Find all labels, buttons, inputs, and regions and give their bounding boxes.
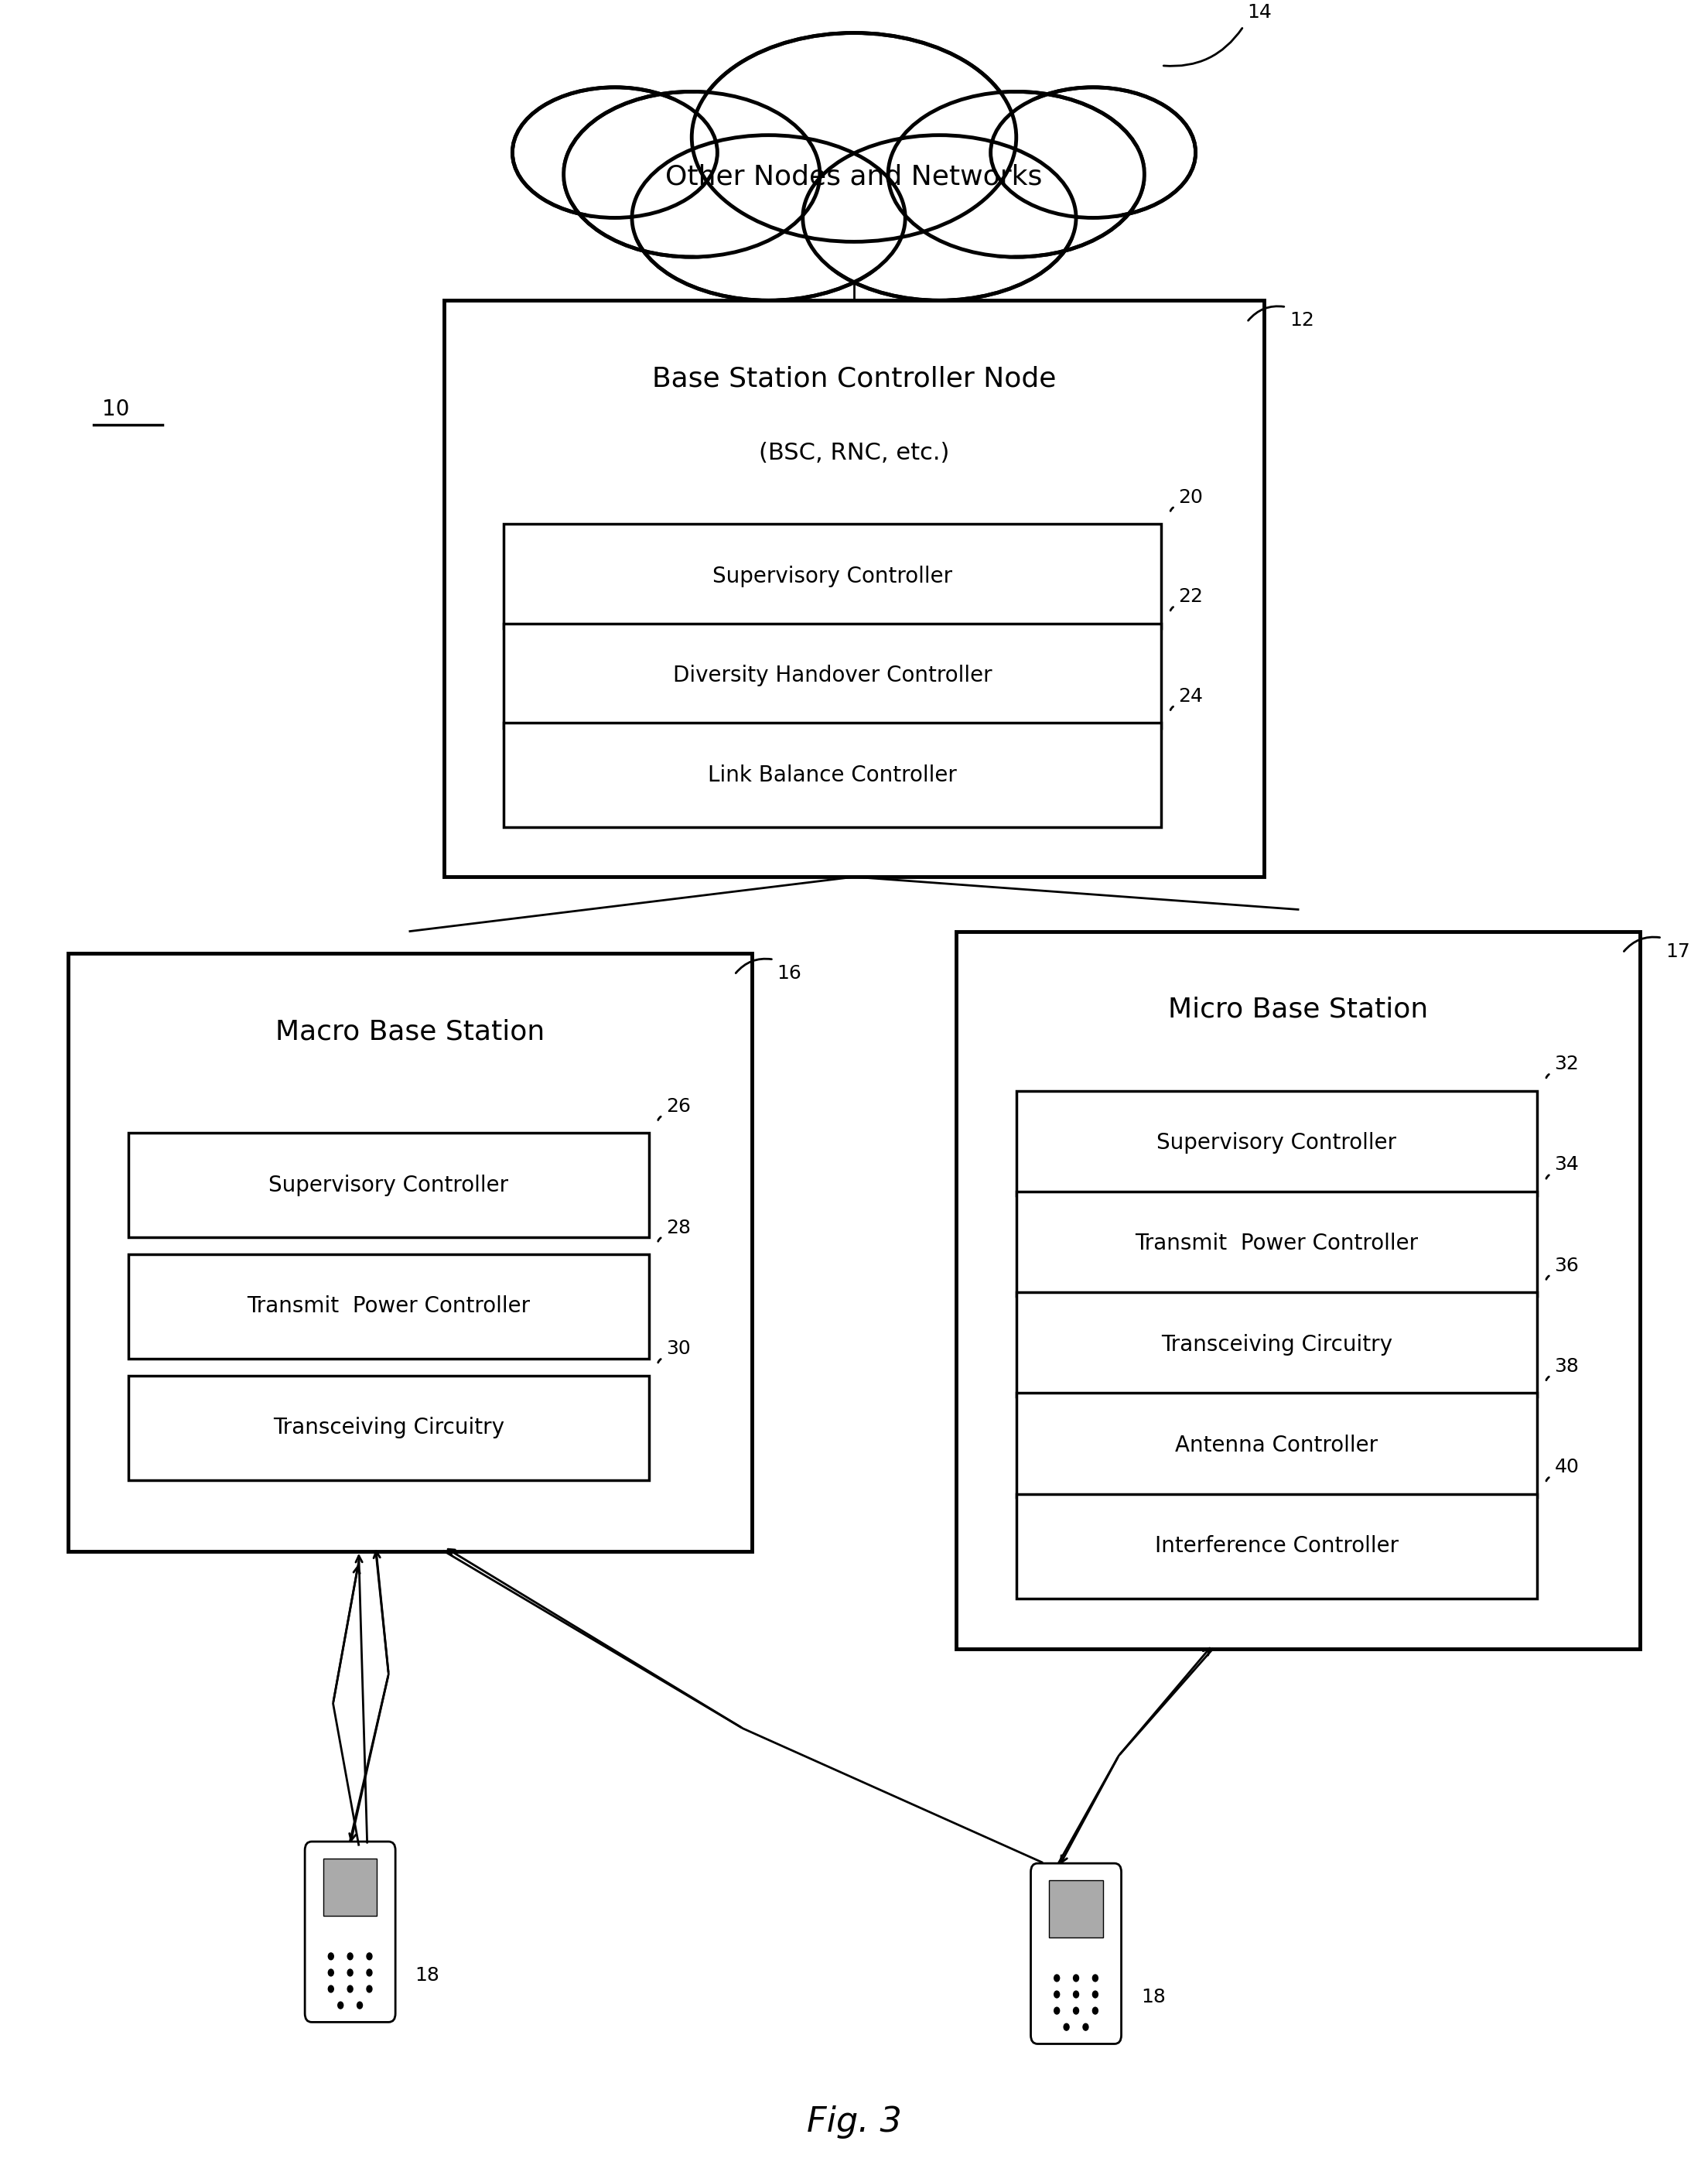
Text: Supervisory Controller: Supervisory Controller xyxy=(1156,1132,1397,1154)
FancyBboxPatch shape xyxy=(304,1842,395,2023)
Text: Transceiving Circuitry: Transceiving Circuitry xyxy=(1161,1333,1392,1355)
Ellipse shape xyxy=(803,135,1076,301)
Text: 26: 26 xyxy=(666,1098,690,1115)
FancyBboxPatch shape xyxy=(956,932,1640,1650)
Text: 36: 36 xyxy=(1554,1257,1578,1274)
Text: Diversity Handover Controller: Diversity Handover Controller xyxy=(673,666,992,687)
Ellipse shape xyxy=(512,87,717,218)
Text: Base Station Controller Node: Base Station Controller Node xyxy=(652,367,1056,393)
Text: Supervisory Controller: Supervisory Controller xyxy=(712,565,953,587)
Text: 17: 17 xyxy=(1665,943,1689,960)
Text: 38: 38 xyxy=(1554,1357,1578,1375)
Text: 22: 22 xyxy=(1179,587,1202,607)
Circle shape xyxy=(1054,2007,1059,2014)
Text: Interference Controller: Interference Controller xyxy=(1155,1536,1399,1558)
Circle shape xyxy=(1064,2023,1069,2031)
Text: Transceiving Circuitry: Transceiving Circuitry xyxy=(273,1416,504,1438)
Text: 14: 14 xyxy=(1247,4,1271,22)
FancyBboxPatch shape xyxy=(128,1255,649,1359)
Ellipse shape xyxy=(692,33,1016,242)
Circle shape xyxy=(367,1953,372,1959)
Text: Link Balance Controller: Link Balance Controller xyxy=(709,764,956,786)
Text: 28: 28 xyxy=(666,1218,690,1237)
Circle shape xyxy=(1073,2007,1079,2014)
Text: 24: 24 xyxy=(1179,687,1202,705)
Circle shape xyxy=(328,1953,333,1959)
Text: Micro Base Station: Micro Base Station xyxy=(1168,997,1428,1023)
FancyBboxPatch shape xyxy=(128,1132,649,1237)
Text: Transmit  Power Controller: Transmit Power Controller xyxy=(1136,1233,1418,1255)
Circle shape xyxy=(1073,1990,1079,1999)
Text: Macro Base Station: Macro Base Station xyxy=(275,1019,545,1045)
FancyBboxPatch shape xyxy=(1016,1392,1537,1497)
Ellipse shape xyxy=(632,135,905,301)
FancyBboxPatch shape xyxy=(504,722,1161,827)
Text: Transmit  Power Controller: Transmit Power Controller xyxy=(248,1296,529,1318)
Text: 30: 30 xyxy=(666,1340,690,1357)
Text: 10: 10 xyxy=(102,399,130,421)
Ellipse shape xyxy=(888,92,1144,257)
Text: (BSC, RNC, etc.): (BSC, RNC, etc.) xyxy=(758,441,950,465)
Text: Fig. 3: Fig. 3 xyxy=(806,2106,902,2138)
FancyBboxPatch shape xyxy=(128,1375,649,1479)
Circle shape xyxy=(1083,2023,1088,2031)
Text: 12: 12 xyxy=(1290,312,1313,329)
Circle shape xyxy=(1054,1975,1059,1981)
FancyBboxPatch shape xyxy=(323,1859,377,1916)
Text: 18: 18 xyxy=(1141,1988,1165,2007)
FancyBboxPatch shape xyxy=(444,301,1264,877)
Circle shape xyxy=(328,1968,333,1977)
FancyBboxPatch shape xyxy=(68,954,752,1551)
Text: Antenna Controller: Antenna Controller xyxy=(1175,1434,1378,1455)
Text: 20: 20 xyxy=(1179,489,1202,506)
Ellipse shape xyxy=(564,92,820,257)
Circle shape xyxy=(347,1968,354,1977)
FancyBboxPatch shape xyxy=(504,624,1161,729)
Text: 34: 34 xyxy=(1554,1156,1578,1174)
FancyBboxPatch shape xyxy=(504,524,1161,628)
Circle shape xyxy=(367,1968,372,1977)
Text: 40: 40 xyxy=(1554,1458,1578,1477)
Text: 32: 32 xyxy=(1554,1054,1578,1074)
FancyBboxPatch shape xyxy=(1049,1881,1103,1938)
Ellipse shape xyxy=(562,79,1146,271)
Text: 18: 18 xyxy=(415,1966,439,1986)
FancyBboxPatch shape xyxy=(1016,1292,1537,1396)
Circle shape xyxy=(347,1953,354,1959)
Text: Other Nodes and Networks: Other Nodes and Networks xyxy=(666,164,1042,190)
FancyBboxPatch shape xyxy=(1032,1863,1122,2045)
Text: Supervisory Controller: Supervisory Controller xyxy=(268,1174,509,1196)
Circle shape xyxy=(328,1986,333,1992)
Circle shape xyxy=(338,2001,343,2010)
Circle shape xyxy=(357,2001,362,2010)
Circle shape xyxy=(1093,2007,1098,2014)
Circle shape xyxy=(1093,1975,1098,1981)
Ellipse shape xyxy=(991,87,1196,218)
Text: 16: 16 xyxy=(777,964,801,982)
FancyBboxPatch shape xyxy=(1016,1191,1537,1296)
Circle shape xyxy=(367,1986,372,1992)
Circle shape xyxy=(1054,1990,1059,1999)
FancyBboxPatch shape xyxy=(1016,1495,1537,1599)
Circle shape xyxy=(1073,1975,1079,1981)
Circle shape xyxy=(1093,1990,1098,1999)
Circle shape xyxy=(347,1986,354,1992)
FancyBboxPatch shape xyxy=(1016,1091,1537,1196)
